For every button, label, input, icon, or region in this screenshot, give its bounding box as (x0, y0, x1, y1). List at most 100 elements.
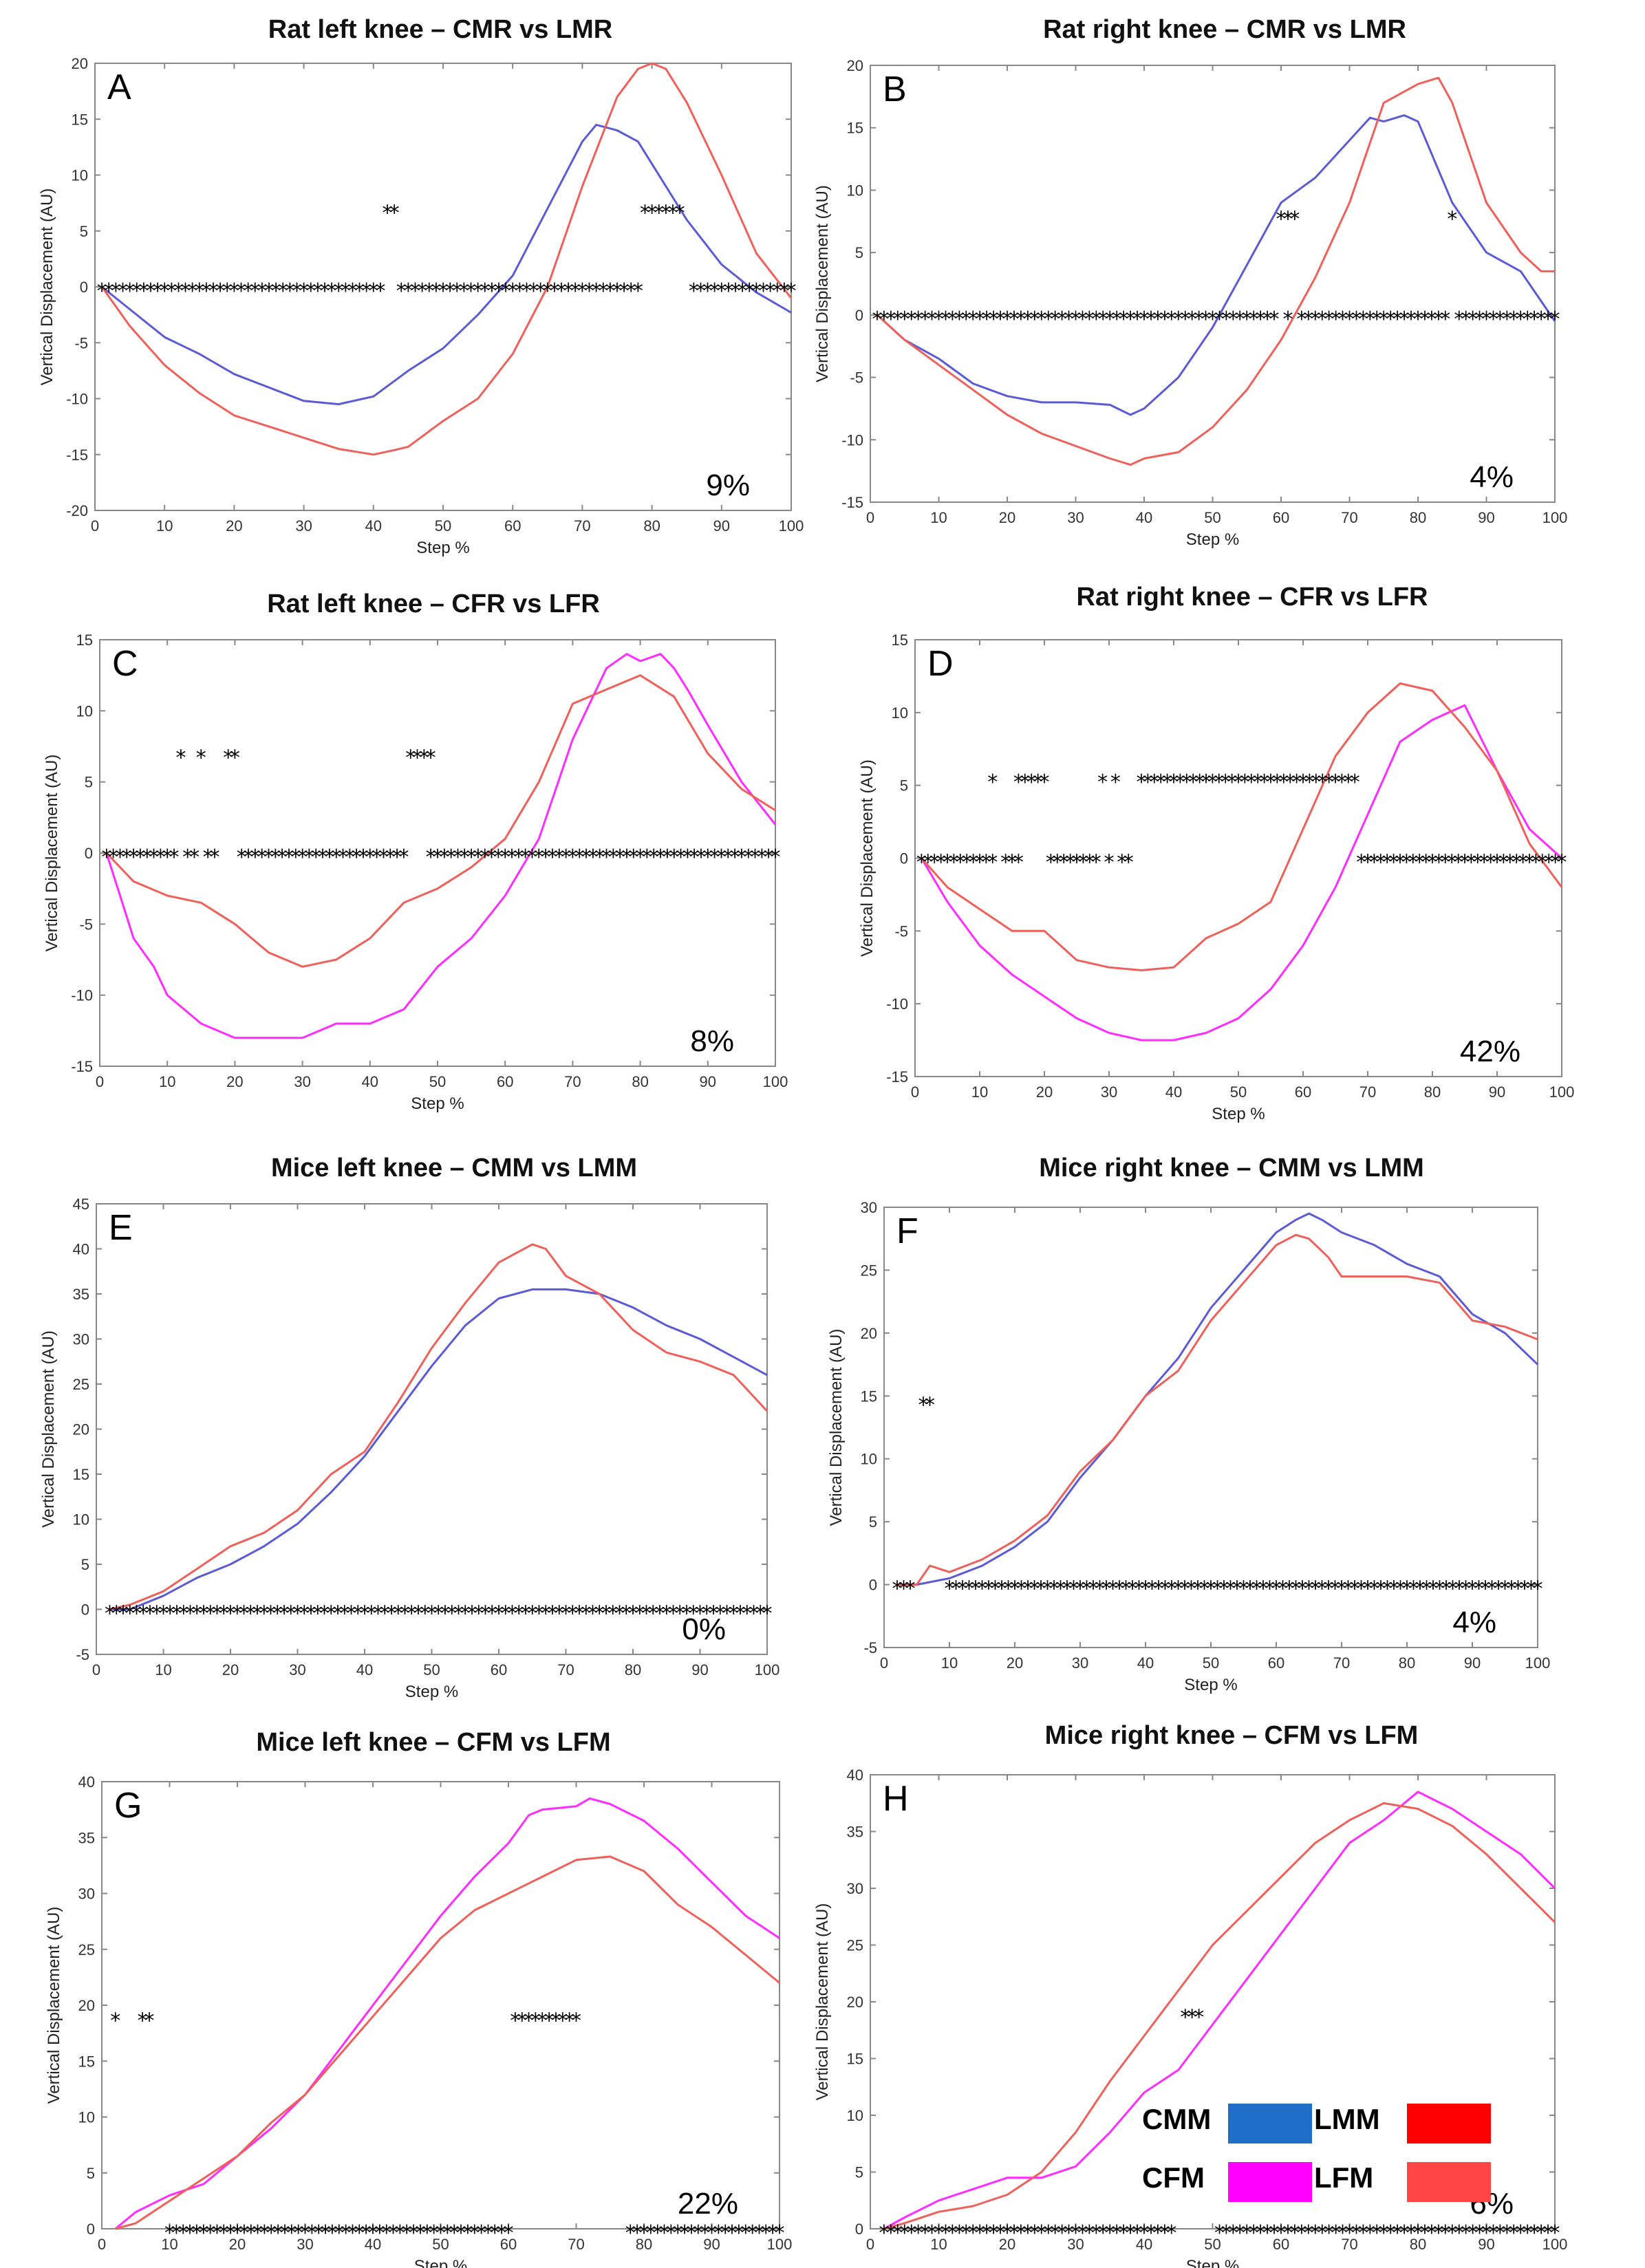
significance-marker: * (693, 2221, 703, 2245)
significance-marker: * (372, 845, 382, 870)
significance-marker: * (345, 845, 355, 870)
y-tick-label: 40 (847, 1767, 863, 1784)
significance-marker: * (104, 279, 114, 303)
x-tick-label: 40 (1136, 2236, 1152, 2253)
significance-marker: * (761, 2221, 771, 2245)
significance-marker: * (403, 279, 413, 303)
significance-marker: * (1232, 1577, 1243, 1601)
x-tick-label: 50 (432, 2236, 449, 2253)
significance-marker: * (1284, 1577, 1295, 1601)
x-axis-label: Step % (411, 1094, 464, 1113)
significance-marker: * (409, 2221, 419, 2245)
significance-marker: * (968, 2221, 978, 2245)
significance-marker: * (283, 845, 294, 870)
significance-marker: * (1235, 307, 1245, 332)
x-tick-label: 10 (930, 2236, 947, 2253)
significance-marker: * (1502, 307, 1512, 332)
significance-marker: * (1057, 307, 1067, 332)
significance-marker: * (312, 279, 323, 303)
significance-marker: * (605, 279, 615, 303)
significance-marker: * (398, 845, 409, 870)
significance-marker: * (1461, 1577, 1471, 1601)
significance-marker: * (958, 1577, 968, 1601)
significance-marker: * (250, 845, 260, 870)
significance-marker: * (765, 279, 775, 303)
x-tick-label: 50 (429, 1073, 446, 1090)
significance-marker: * (1098, 2221, 1108, 2245)
significance-marker: * (375, 279, 385, 303)
significance-marker: * (1502, 2221, 1512, 2245)
legend: CMM LMM CFM LFM (1142, 2103, 1491, 2202)
significance-marker: * (1543, 2221, 1553, 2245)
significance-marker: * (1467, 1577, 1478, 1601)
significance-marker: * (125, 1602, 135, 1626)
y-tick-label: 25 (78, 1941, 95, 1958)
y-tick-label: 5 (87, 2165, 95, 2182)
significance-marker: * (413, 1602, 424, 1626)
significance-marker: * (1105, 2221, 1115, 2245)
significance-marker: * (1068, 1577, 1079, 1601)
significance-marker: * (601, 845, 612, 870)
y-axis-label: Vertical Displacement (AU) (45, 1907, 63, 2104)
significance-marker: * (366, 1602, 376, 1626)
significance-marker: * (1304, 1577, 1314, 1601)
x-tick-label: 20 (229, 2236, 246, 2253)
significance-marker: * (1227, 770, 1237, 795)
significance-marker: * (1311, 1577, 1321, 1601)
significance-marker: * (1291, 770, 1302, 795)
y-tick-label: 10 (72, 167, 88, 184)
significance-marker: * (1509, 2221, 1519, 2245)
x-tick-label: 60 (1295, 1083, 1311, 1101)
y-axis-label: Vertical Displacement (AU) (39, 1330, 58, 1528)
significance-marker: * (1238, 1577, 1249, 1601)
x-tick-label: 50 (423, 1661, 440, 1678)
significance-marker: * (1330, 1577, 1340, 1601)
significance-marker: * (490, 2221, 500, 2245)
significance-marker: * (1523, 307, 1533, 332)
x-tick-label: 80 (1399, 1654, 1415, 1672)
significance-marker: * (755, 1602, 766, 1626)
legend-label-LFM: LFM (1314, 2161, 1373, 2194)
significance-marker: * (1110, 770, 1121, 795)
significance-marker: * (1043, 2221, 1053, 2245)
significance-marker: * (598, 279, 608, 303)
significance-marker: * (108, 845, 118, 870)
significance-marker: * (1337, 307, 1348, 332)
significance-marker: * (1123, 851, 1134, 875)
significance-marker: * (1009, 2221, 1019, 2245)
significance-marker: * (486, 845, 497, 870)
significance-marker: * (493, 845, 504, 870)
x-tick-label: 40 (1136, 509, 1152, 526)
significance-marker: * (135, 845, 145, 870)
significance-marker: * (713, 2221, 724, 2245)
significance-marker: * (1078, 851, 1088, 875)
significance-marker: * (1331, 770, 1341, 795)
significance-marker: * (173, 279, 184, 303)
significance-marker: * (619, 279, 630, 303)
significance-marker: * (934, 2221, 944, 2245)
significance-marker: * (1043, 307, 1053, 332)
significance-marker: * (730, 845, 740, 870)
significance-marker: * (996, 2221, 1006, 2245)
y-tick-label: -15 (66, 446, 88, 464)
significance-marker: * (987, 851, 998, 875)
significance-marker: * (360, 1602, 370, 1626)
significance-marker: * (527, 1602, 537, 1626)
significance-marker: * (1365, 307, 1375, 332)
significance-marker: * (641, 1602, 652, 1626)
plot-area (870, 1774, 1556, 2229)
significance-marker: * (433, 1602, 444, 1626)
significance-marker: * (951, 1577, 961, 1601)
significance-marker: * (277, 845, 288, 870)
significance-marker: * (385, 845, 396, 870)
significance-marker: * (396, 279, 407, 303)
significance-marker: * (429, 2221, 439, 2245)
significance-marker: * (1077, 2221, 1088, 2245)
significance-marker: * (1434, 851, 1444, 875)
y-tick-label: 10 (861, 1451, 877, 1468)
significance-marker: * (1550, 307, 1560, 332)
significance-marker: * (1331, 307, 1341, 332)
significance-marker: * (1015, 2221, 1026, 2245)
x-tick-label: 40 (365, 517, 382, 534)
significance-marker: * (975, 307, 985, 332)
